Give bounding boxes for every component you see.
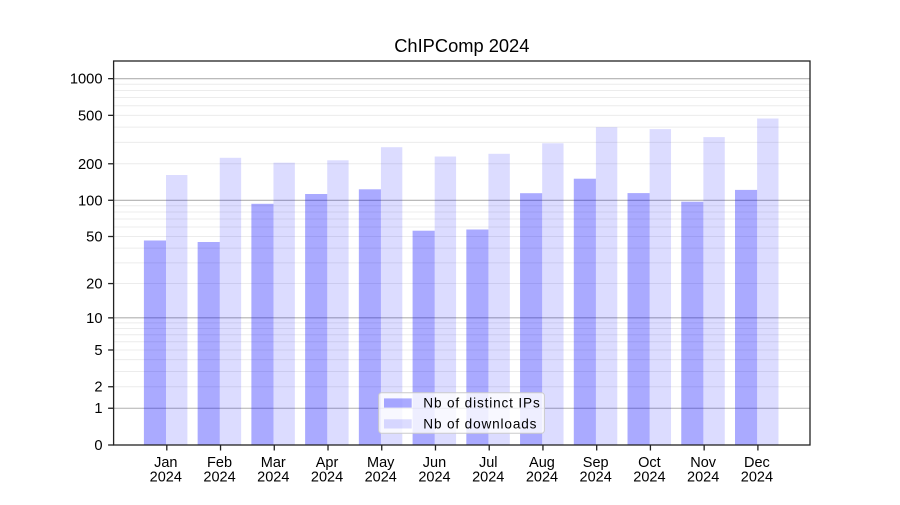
svg-text:Nov: Nov [690, 455, 717, 471]
svg-text:2024: 2024 [203, 470, 235, 486]
svg-text:Aug: Aug [529, 455, 555, 471]
svg-text:2024: 2024 [418, 470, 450, 486]
svg-text:50: 50 [86, 230, 102, 246]
svg-text:Jan: Jan [154, 455, 177, 471]
svg-text:500: 500 [78, 108, 103, 124]
svg-text:1000: 1000 [70, 72, 103, 88]
svg-text:Feb: Feb [207, 455, 232, 471]
svg-text:20: 20 [86, 277, 102, 293]
svg-text:Nb of downloads: Nb of downloads [423, 417, 537, 432]
svg-text:Mar: Mar [261, 455, 286, 471]
svg-text:ChIPComp 2024: ChIPComp 2024 [394, 35, 529, 56]
svg-text:2024: 2024 [257, 470, 289, 486]
svg-text:2024: 2024 [526, 470, 558, 486]
svg-text:5: 5 [94, 343, 102, 359]
svg-text:2024: 2024 [687, 470, 719, 486]
svg-text:2024: 2024 [472, 470, 504, 486]
svg-text:100: 100 [78, 193, 103, 209]
svg-text:Oct: Oct [638, 455, 661, 471]
svg-text:Dec: Dec [744, 455, 770, 471]
svg-text:Apr: Apr [316, 455, 339, 471]
svg-text:2024: 2024 [633, 470, 665, 486]
svg-text:2024: 2024 [311, 470, 343, 486]
svg-text:Sep: Sep [583, 455, 609, 471]
svg-text:2024: 2024 [741, 470, 773, 486]
svg-text:1: 1 [94, 401, 102, 417]
svg-text:Jun: Jun [423, 455, 446, 471]
svg-text:10: 10 [86, 311, 102, 327]
svg-text:2024: 2024 [580, 470, 612, 486]
svg-text:0: 0 [94, 438, 102, 454]
svg-text:2024: 2024 [150, 470, 182, 486]
svg-text:200: 200 [78, 157, 103, 173]
svg-text:Jul: Jul [479, 455, 498, 471]
svg-text:Nb of distinct IPs: Nb of distinct IPs [423, 396, 540, 411]
svg-text:2: 2 [94, 380, 102, 396]
svg-text:May: May [367, 455, 395, 471]
svg-text:2024: 2024 [365, 470, 397, 486]
